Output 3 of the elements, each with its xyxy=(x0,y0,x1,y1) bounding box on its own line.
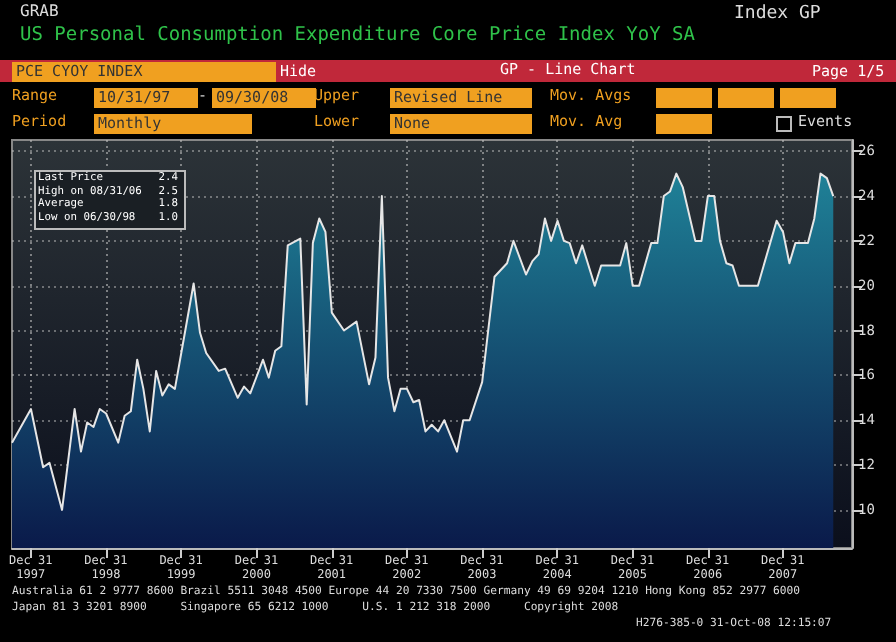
chart-title: US Personal Consumption Expenditure Core Price Index YoY SA xyxy=(20,24,695,46)
text: Index GP xyxy=(734,4,821,24)
text: GRAB xyxy=(20,2,59,20)
